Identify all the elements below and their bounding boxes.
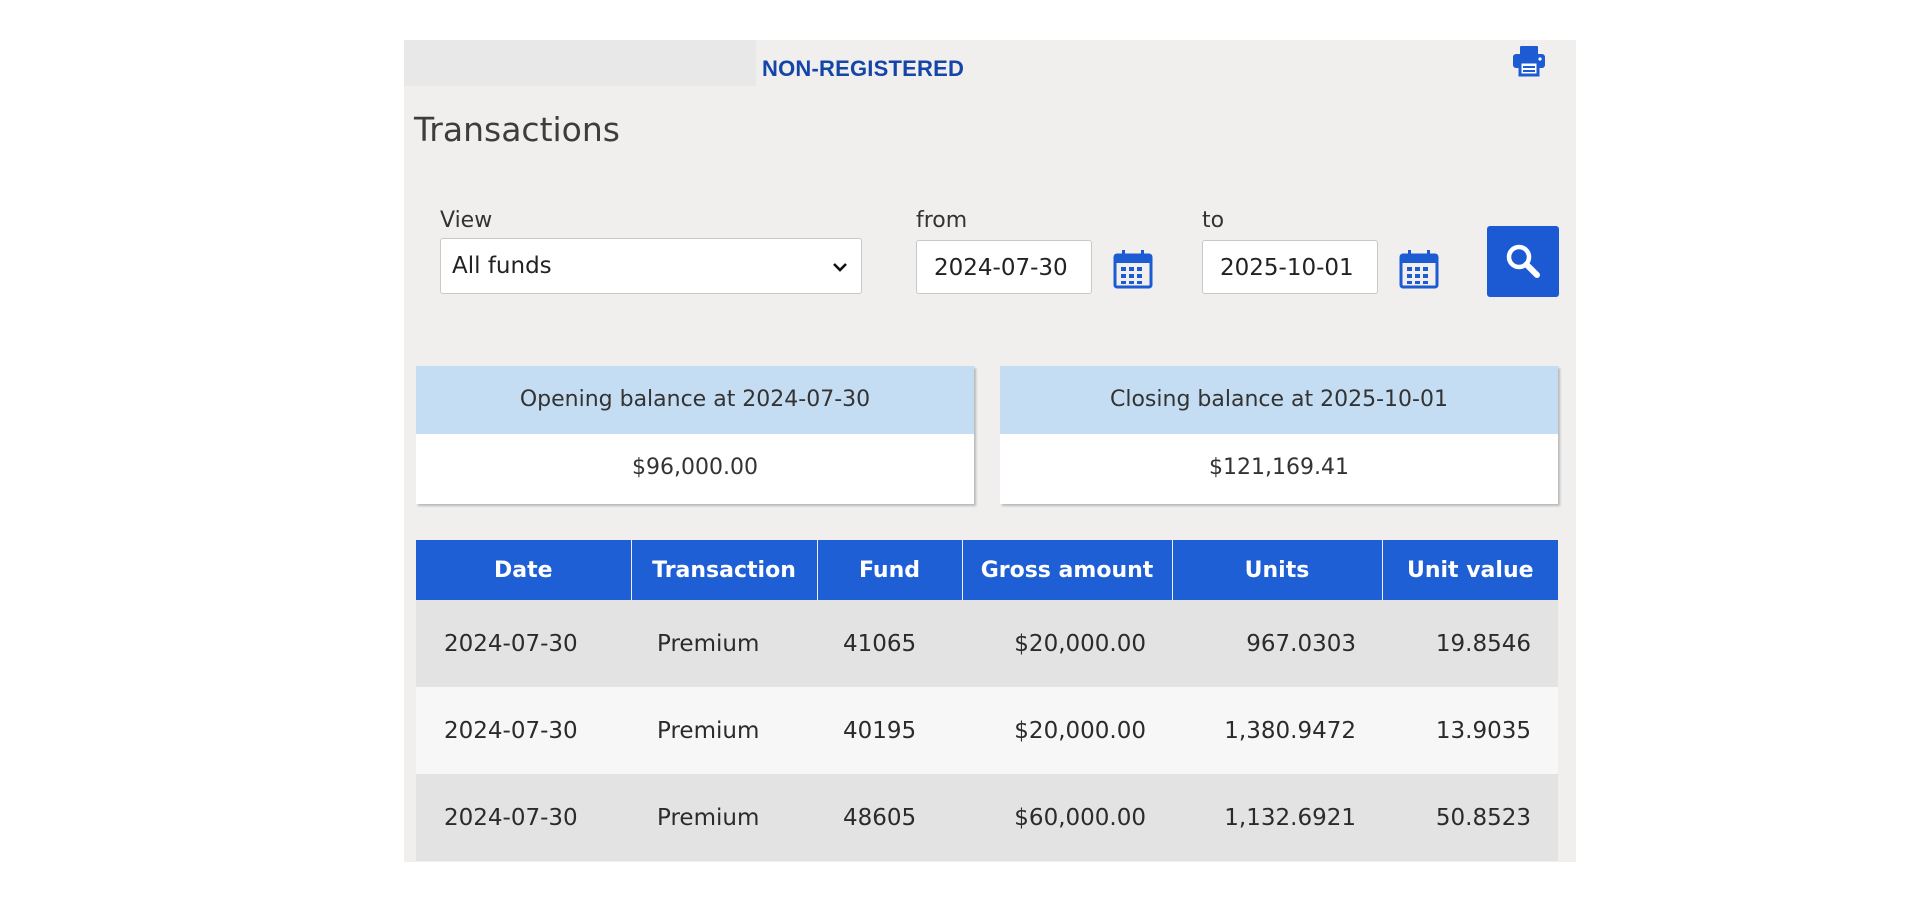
transactions-table: Date Transaction Fund Gross amount Units… — [416, 540, 1558, 861]
closing-balance-amount: $121,169.41 — [1209, 455, 1349, 480]
column-header-date[interactable]: Date — [416, 540, 631, 600]
cell-unit-value: 50.8523 — [1382, 774, 1558, 861]
search-icon — [1506, 244, 1540, 278]
closing-balance-card: Closing balance at 2025-10-01 $121,169.4… — [1000, 366, 1558, 504]
calendar-icon — [1399, 250, 1439, 289]
chevron-down-icon — [833, 263, 847, 272]
column-header-transaction[interactable]: Transaction — [630, 540, 817, 600]
cell-transaction: Premium — [631, 774, 817, 861]
cell-fund: 41065 — [817, 600, 962, 687]
column-header-fund[interactable]: Fund — [816, 540, 962, 600]
search-button[interactable] — [1487, 226, 1559, 297]
cell-gross-amount: $60,000.00 — [962, 774, 1172, 861]
table-row: 2024-07-30 Premium 40195 $20,000.00 1,38… — [416, 687, 1558, 774]
table-row: 2024-07-30 Premium 41065 $20,000.00 967.… — [416, 600, 1558, 687]
from-date-value: 2024-07-30 — [934, 255, 1068, 281]
calendar-icon — [1113, 250, 1153, 289]
cell-gross-amount: $20,000.00 — [962, 687, 1172, 774]
print-button[interactable] — [1511, 44, 1547, 78]
cell-units: 1,132.6921 — [1172, 774, 1382, 861]
account-header: NON-REGISTERED — [404, 40, 1576, 86]
column-header-units[interactable]: Units — [1171, 540, 1382, 600]
transactions-panel: NON-REGISTERED Transactions View All fun… — [404, 40, 1576, 862]
to-label: to — [1202, 208, 1225, 233]
view-label: View — [440, 208, 493, 233]
column-header-gross-amount[interactable]: Gross amount — [961, 540, 1172, 600]
from-calendar-button[interactable] — [1112, 248, 1154, 290]
fund-view-select[interactable]: All funds — [440, 238, 862, 294]
cell-date: 2024-07-30 — [416, 600, 631, 687]
cell-unit-value: 19.8546 — [1382, 600, 1558, 687]
cell-units: 1,380.9472 — [1172, 687, 1382, 774]
printer-icon — [1513, 46, 1545, 77]
page-title: Transactions — [414, 110, 620, 149]
to-date-input[interactable]: 2025-10-01 — [1202, 240, 1378, 294]
cell-fund: 48605 — [817, 774, 962, 861]
opening-balance-amount: $96,000.00 — [632, 455, 758, 480]
to-calendar-button[interactable] — [1398, 248, 1440, 290]
to-date-value: 2025-10-01 — [1220, 255, 1354, 281]
cell-gross-amount: $20,000.00 — [962, 600, 1172, 687]
table-row: 2024-07-30 Premium 48605 $60,000.00 1,13… — [416, 774, 1558, 861]
column-header-unit-value[interactable]: Unit value — [1381, 540, 1558, 600]
cell-fund: 40195 — [817, 687, 962, 774]
cell-units: 967.0303 — [1172, 600, 1382, 687]
cell-transaction: Premium — [631, 600, 817, 687]
account-type-title: NON-REGISTERED — [762, 56, 965, 81]
closing-balance-label: Closing balance at 2025-10-01 — [1000, 366, 1558, 434]
header-left-block — [404, 40, 756, 86]
cell-transaction: Premium — [631, 687, 817, 774]
cell-date: 2024-07-30 — [416, 687, 631, 774]
table-header-row: Date Transaction Fund Gross amount Units… — [416, 540, 1558, 600]
from-label: from — [916, 208, 968, 233]
opening-balance-label: Opening balance at 2024-07-30 — [416, 366, 974, 434]
from-date-input[interactable]: 2024-07-30 — [916, 240, 1092, 294]
fund-view-value: All funds — [452, 253, 552, 279]
opening-balance-card: Opening balance at 2024-07-30 $96,000.00 — [416, 366, 974, 504]
cell-date: 2024-07-30 — [416, 774, 631, 861]
cell-unit-value: 13.9035 — [1382, 687, 1558, 774]
